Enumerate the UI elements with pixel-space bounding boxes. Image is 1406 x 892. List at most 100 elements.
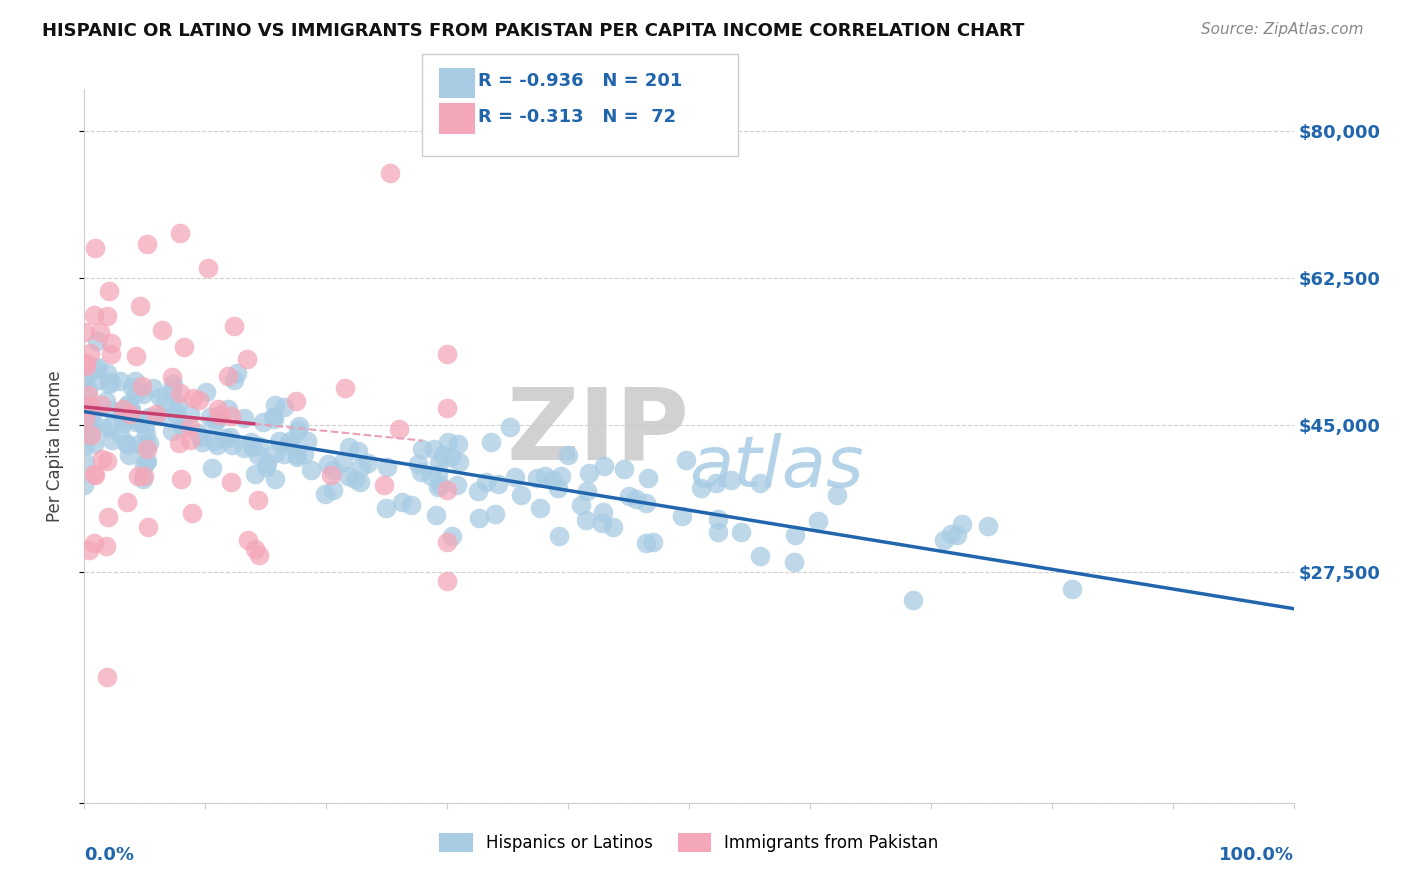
Point xyxy=(75,356,97,370)
Point xyxy=(247,548,270,562)
Point xyxy=(138,436,160,450)
Point xyxy=(125,349,148,363)
Point xyxy=(285,448,308,462)
Point xyxy=(690,481,713,495)
Point xyxy=(84,241,107,255)
Point xyxy=(190,435,212,450)
Point xyxy=(436,347,458,361)
Point xyxy=(128,437,150,451)
Point xyxy=(202,434,225,448)
Point xyxy=(132,472,155,486)
Point xyxy=(135,426,157,441)
Point xyxy=(112,401,135,416)
Point xyxy=(427,467,450,481)
Point xyxy=(243,542,266,557)
Point xyxy=(529,501,551,516)
Point xyxy=(322,463,344,477)
Point xyxy=(440,450,463,464)
Point xyxy=(187,425,209,440)
Point xyxy=(94,394,117,409)
Point xyxy=(112,405,135,419)
Point xyxy=(222,374,245,388)
Point xyxy=(1060,582,1083,596)
Point xyxy=(337,469,360,483)
Point xyxy=(264,398,287,412)
Point xyxy=(748,549,770,563)
Point xyxy=(87,359,110,374)
Point xyxy=(592,505,614,519)
Point xyxy=(94,539,117,553)
Point xyxy=(112,416,135,430)
Point xyxy=(79,400,101,414)
Point xyxy=(205,438,228,452)
Point xyxy=(96,309,118,323)
Point xyxy=(440,529,463,543)
Point xyxy=(150,323,173,337)
Point xyxy=(292,447,315,461)
Point xyxy=(322,483,344,497)
Point xyxy=(135,442,157,457)
Point xyxy=(142,381,165,395)
Point xyxy=(226,367,249,381)
Point xyxy=(80,419,103,434)
Point xyxy=(247,439,270,453)
Point xyxy=(218,430,240,444)
Point xyxy=(219,475,242,489)
Point xyxy=(419,468,441,483)
Point xyxy=(120,407,142,421)
Point xyxy=(671,508,693,523)
Point xyxy=(100,346,122,360)
Point xyxy=(145,408,167,422)
Point xyxy=(256,456,278,470)
Point xyxy=(486,477,509,491)
Point xyxy=(162,383,184,397)
Point xyxy=(77,429,100,443)
Point xyxy=(173,341,195,355)
Point xyxy=(547,528,569,542)
Point xyxy=(526,470,548,484)
Point xyxy=(267,434,290,449)
Point xyxy=(399,498,422,512)
Point xyxy=(217,369,239,384)
Point xyxy=(100,375,122,389)
Point xyxy=(108,427,131,442)
Point xyxy=(76,410,98,425)
Point xyxy=(121,379,143,393)
Point xyxy=(617,489,640,503)
Point xyxy=(391,494,413,508)
Point xyxy=(222,319,245,334)
Point xyxy=(593,458,616,473)
Text: R = -0.313   N =  72: R = -0.313 N = 72 xyxy=(478,108,676,126)
Point xyxy=(73,455,96,469)
Point xyxy=(120,401,142,416)
Point xyxy=(946,527,969,541)
Point xyxy=(75,438,97,452)
Point xyxy=(295,434,318,448)
Point xyxy=(825,488,848,502)
Point xyxy=(436,574,458,589)
Point xyxy=(83,308,105,322)
Point xyxy=(135,455,157,469)
Point xyxy=(73,425,96,440)
Point xyxy=(73,478,96,492)
Point xyxy=(425,508,447,522)
Point xyxy=(423,442,446,456)
Point xyxy=(720,474,742,488)
Point xyxy=(204,415,226,429)
Point xyxy=(73,411,96,425)
Point xyxy=(475,475,498,489)
Point xyxy=(194,384,217,399)
Point xyxy=(264,472,287,486)
Point xyxy=(179,420,201,434)
Point xyxy=(510,488,533,502)
Point xyxy=(207,402,229,417)
Point xyxy=(446,477,468,491)
Text: R = -0.936   N = 201: R = -0.936 N = 201 xyxy=(478,72,682,90)
Point xyxy=(624,491,647,506)
Point xyxy=(240,435,263,450)
Point xyxy=(117,398,139,412)
Text: Source: ZipAtlas.com: Source: ZipAtlas.com xyxy=(1201,22,1364,37)
Point xyxy=(707,524,730,539)
Point xyxy=(115,495,138,509)
Point xyxy=(436,435,458,450)
